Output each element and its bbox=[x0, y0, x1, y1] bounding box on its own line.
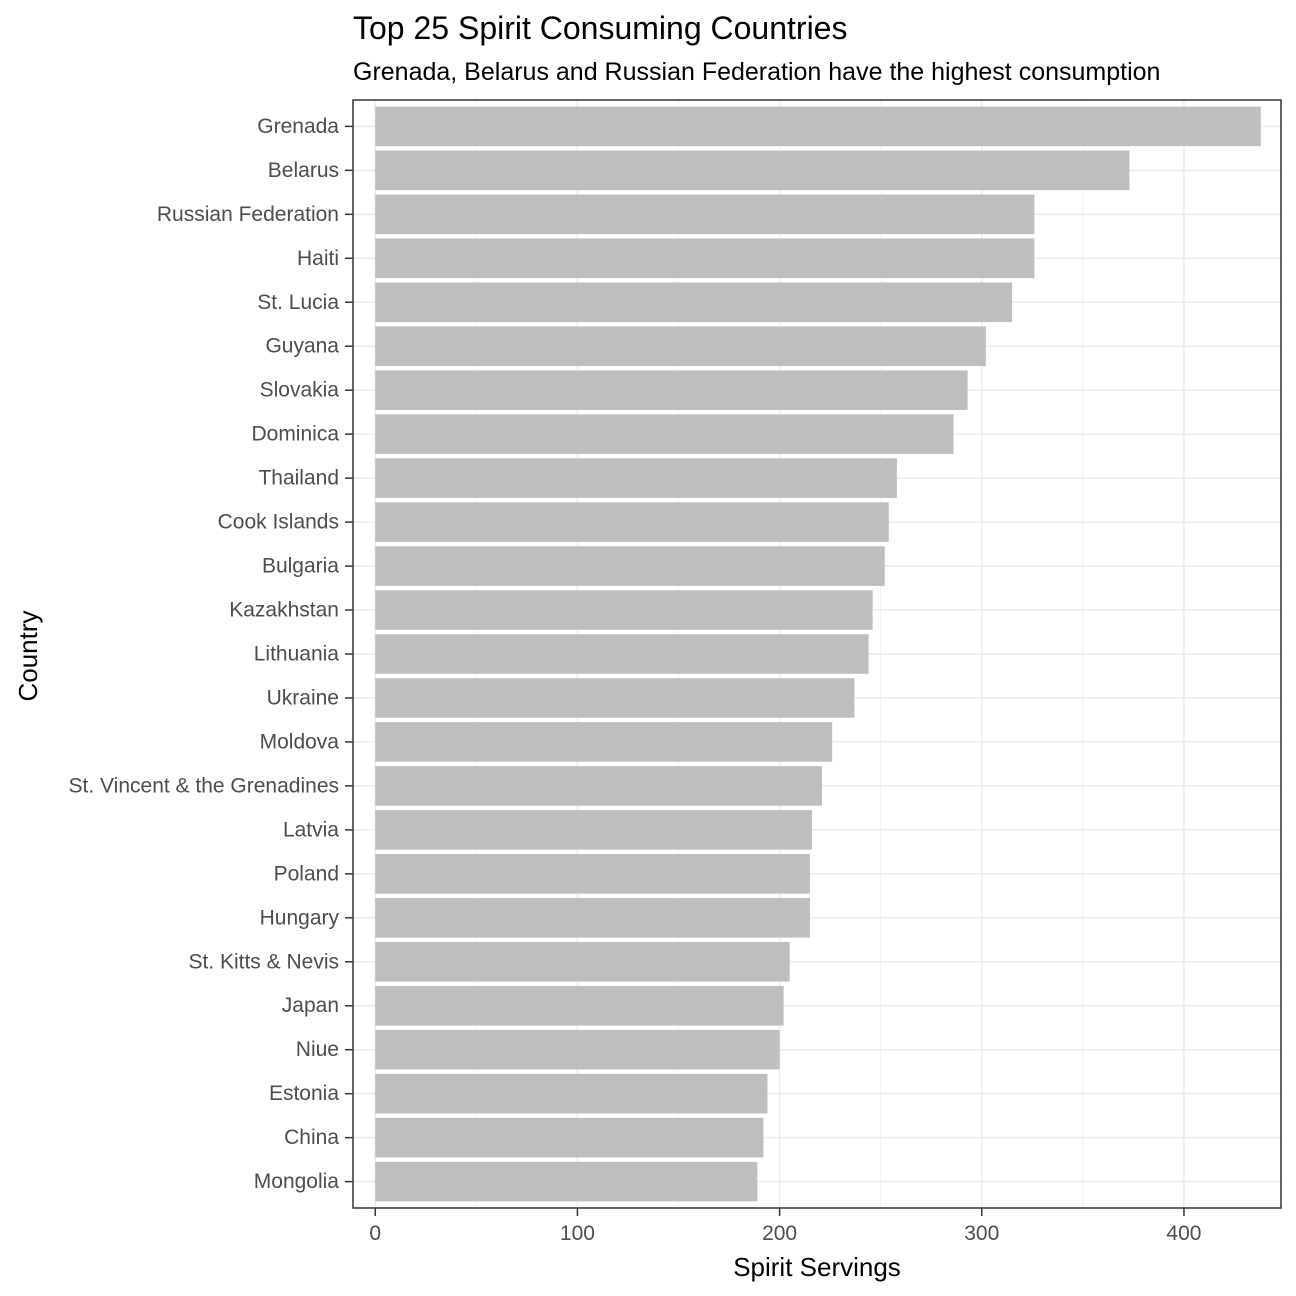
y-tick-label: Latvia bbox=[283, 818, 339, 841]
bar-estonia bbox=[375, 1073, 768, 1114]
bar-guyana bbox=[375, 326, 986, 367]
bar-haiti bbox=[375, 238, 1035, 279]
bar-poland bbox=[375, 854, 810, 894]
bar-niue bbox=[375, 1029, 780, 1070]
axes: Grenada Belarus Russian Federation Haiti St.… bbox=[69, 115, 1202, 1245]
bar-st-vincent-the-grenadines bbox=[375, 766, 823, 806]
bar-lithuania bbox=[375, 634, 869, 674]
bar-ukraine bbox=[375, 678, 855, 718]
bar-hungary bbox=[375, 898, 810, 938]
y-tick-label: Lithuania bbox=[254, 643, 340, 666]
bar-russian-federation bbox=[375, 194, 1035, 235]
bars bbox=[375, 106, 1261, 1202]
y-tick-label: Thailand bbox=[258, 467, 339, 490]
y-tick-label: Belarus bbox=[268, 159, 339, 182]
y-tick-label: Dominica bbox=[251, 423, 339, 446]
y-tick-label: St. Kitts & Nevis bbox=[188, 950, 339, 973]
y-tick-label: Bulgaria bbox=[262, 555, 339, 578]
y-tick-label: Estonia bbox=[269, 1082, 339, 1105]
chart-subtitle: Grenada, Belarus and Russian Federation … bbox=[353, 58, 1161, 86]
y-tick-label: Slovakia bbox=[260, 379, 340, 402]
bar-kazakhstan bbox=[375, 590, 873, 630]
y-tick-label: Poland bbox=[274, 862, 339, 885]
y-tick-label: Japan bbox=[282, 994, 339, 1017]
bar-slovakia bbox=[375, 370, 968, 410]
bar-moldova bbox=[375, 722, 833, 762]
y-tick-label: Kazakhstan bbox=[229, 599, 339, 622]
x-axis-title: Spirit Servings bbox=[733, 1252, 901, 1282]
bar-thailand bbox=[375, 458, 897, 498]
bar-belarus bbox=[375, 150, 1130, 191]
x-tick-label: 0 bbox=[369, 1222, 381, 1245]
y-tick-label: Guyana bbox=[265, 335, 339, 358]
y-tick-label: Niue bbox=[296, 1038, 339, 1061]
x-tick-label: 400 bbox=[1166, 1222, 1201, 1245]
bar-china bbox=[375, 1117, 764, 1158]
y-tick-label: Ukraine bbox=[267, 686, 339, 709]
y-tick-label: St. Lucia bbox=[257, 291, 339, 314]
y-tick-label: China bbox=[284, 1126, 339, 1149]
y-axis-title: Country bbox=[13, 610, 43, 701]
x-tick-label: 300 bbox=[964, 1222, 999, 1245]
y-tick-label: Hungary bbox=[260, 906, 340, 929]
y-tick-label: Mongolia bbox=[254, 1170, 340, 1193]
x-tick-label: 200 bbox=[762, 1222, 797, 1245]
bar-latvia bbox=[375, 810, 812, 850]
bar-st-lucia bbox=[375, 282, 1013, 323]
bar-bulgaria bbox=[375, 546, 885, 586]
bar-grenada bbox=[375, 106, 1261, 147]
x-tick-label: 100 bbox=[560, 1222, 595, 1245]
bar-mongolia bbox=[375, 1161, 758, 1202]
y-tick-label: Grenada bbox=[257, 115, 339, 138]
y-tick-label: Cook Islands bbox=[218, 511, 339, 534]
bar-dominica bbox=[375, 414, 954, 454]
bar-cook-islands bbox=[375, 502, 889, 542]
chart-title: Top 25 Spirit Consuming Countries bbox=[353, 10, 848, 46]
y-tick-label: Russian Federation bbox=[157, 203, 339, 226]
y-tick-label: Moldova bbox=[260, 730, 340, 753]
y-tick-label: Haiti bbox=[297, 247, 339, 270]
y-tick-label: St. Vincent & the Grenadines bbox=[69, 774, 339, 797]
bar-st-kitts-nevis bbox=[375, 941, 790, 982]
bar-japan bbox=[375, 985, 784, 1026]
